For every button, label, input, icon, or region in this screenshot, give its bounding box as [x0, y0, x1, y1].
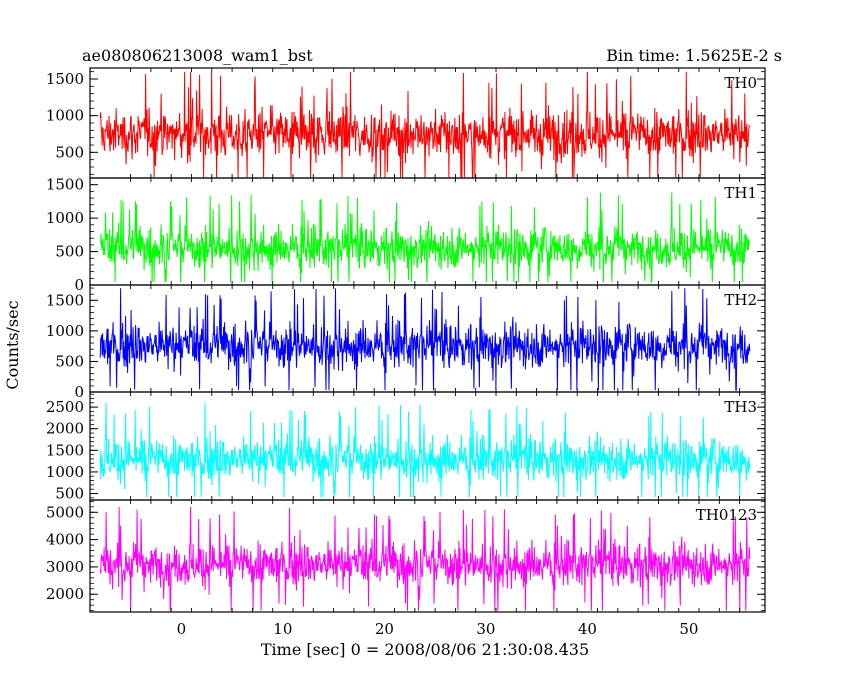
panels-group: 500 1000 1500 TH0 0 500 1000 1500 TH1 0 500 1000 150… [46, 67, 766, 613]
y-tick-label: 500 [55, 143, 84, 161]
x-tick-label: 50 [679, 620, 698, 638]
y-tick-label: 1000 [46, 107, 84, 125]
series-line-th1 [100, 192, 750, 283]
chart-title: ae080806213008_wam1_bst [82, 46, 313, 65]
series-line-th0123 [99, 506, 751, 611]
panel-label-th0: TH0 [724, 74, 757, 92]
y-tick-label: 500 [55, 243, 84, 261]
series-line-th3 [99, 402, 751, 498]
y-tick-label: 0 [74, 276, 84, 294]
panel-label-th3: TH3 [724, 398, 757, 416]
y-tick-label: 1000 [46, 322, 84, 340]
bin-time-label: Bin time: 1.5625E-2 s [606, 46, 782, 65]
y-tick-label: 2000 [46, 420, 84, 438]
panel-th1: 0 500 1000 1500 TH1 [46, 176, 766, 294]
y-tick-label: 500 [55, 352, 84, 370]
y-tick-label: 2000 [46, 585, 84, 603]
y-tick-label: 1000 [46, 463, 84, 481]
x-tick-label: 20 [375, 620, 394, 638]
y-axis-label: Counts/sec [3, 300, 22, 389]
panel-label-th1: TH1 [724, 184, 757, 202]
y-tick-label: 1500 [46, 176, 84, 194]
y-tick-label: 1500 [46, 441, 84, 459]
x-tick-label: 10 [273, 620, 292, 638]
x-tick-labels: 0 10 20 30 40 50 [177, 620, 699, 638]
y-tick-label: 4000 [46, 531, 84, 549]
y-tick-label: 1500 [46, 291, 84, 309]
y-tick-label: 0 [74, 383, 84, 401]
x-tick-label: 40 [578, 620, 597, 638]
panel-label-th2: TH2 [724, 291, 757, 309]
panel-label-th0123: TH0123 [696, 506, 757, 524]
series-line-th0 [99, 71, 750, 178]
y-tick-label: 3000 [46, 558, 84, 576]
y-tick-label: 5000 [46, 503, 84, 521]
panel-th2: 0 500 1000 1500 TH2 [46, 284, 766, 401]
y-tick-label: 1500 [46, 70, 84, 88]
x-tick-label: 30 [476, 620, 495, 638]
panel-th3: 500 1000 1500 2000 2500 TH3 [46, 391, 766, 503]
y-tick-label: 500 [55, 485, 84, 503]
series-line-th2 [99, 288, 751, 391]
panel-th0123: 2000 3000 4000 5000 TH0123 [46, 499, 766, 613]
y-tick-label: 1000 [46, 209, 84, 227]
x-axis-label: Time [sec] 0 = 2008/08/06 21:30:08.435 [261, 640, 589, 659]
x-tick-label: 0 [177, 620, 187, 638]
y-tick-label: 2500 [46, 398, 84, 416]
panel-th0: 500 1000 1500 TH0 [46, 67, 766, 179]
